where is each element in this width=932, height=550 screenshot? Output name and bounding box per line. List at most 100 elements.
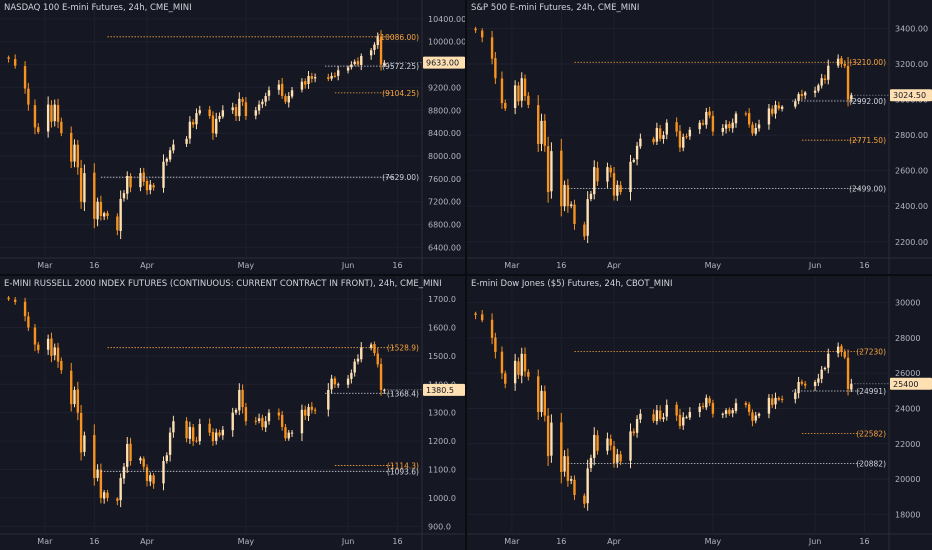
candle[interactable] — [596, 161, 599, 186]
candle[interactable] — [797, 92, 800, 105]
candle[interactable] — [513, 80, 517, 115]
candle[interactable] — [560, 138, 563, 217]
candle[interactable] — [780, 105, 784, 112]
candle[interactable] — [662, 413, 665, 422]
candle[interactable] — [596, 430, 599, 455]
candle[interactable] — [517, 357, 520, 379]
candle[interactable] — [513, 353, 517, 391]
candle[interactable] — [652, 409, 655, 423]
candle[interactable] — [767, 394, 771, 419]
candle[interactable] — [500, 346, 504, 380]
candle[interactable] — [527, 92, 530, 109]
candle[interactable] — [27, 82, 30, 111]
candle[interactable] — [280, 410, 284, 431]
candle[interactable] — [373, 341, 376, 356]
candle[interactable] — [231, 407, 234, 437]
candle[interactable] — [803, 381, 807, 389]
candle[interactable] — [546, 136, 550, 203]
candle[interactable] — [307, 71, 310, 89]
candle[interactable] — [606, 432, 609, 455]
candle[interactable] — [474, 26, 477, 34]
candle[interactable] — [139, 167, 142, 192]
candle[interactable] — [346, 375, 350, 389]
candle[interactable] — [744, 111, 748, 117]
candle[interactable] — [73, 386, 76, 408]
candle[interactable] — [662, 131, 665, 144]
candle[interactable] — [254, 416, 257, 425]
candle[interactable] — [122, 190, 126, 202]
nasdaq-panel[interactable]: 6400.00 6800.00 7200.00 7600.00 8000.00 8400.… — [0, 0, 465, 274]
candle[interactable] — [13, 296, 17, 305]
candle[interactable] — [333, 72, 337, 78]
candle[interactable] — [800, 379, 804, 386]
candle[interactable] — [688, 407, 692, 420]
candle[interactable] — [152, 183, 155, 191]
candle[interactable] — [616, 180, 619, 201]
candle[interactable] — [589, 454, 593, 472]
candle[interactable] — [93, 163, 96, 229]
candle[interactable] — [678, 408, 682, 430]
candle[interactable] — [83, 431, 86, 457]
candle[interactable] — [616, 448, 619, 468]
candle[interactable] — [500, 71, 504, 109]
candle[interactable] — [540, 385, 543, 417]
candle[interactable] — [757, 412, 761, 419]
candle[interactable] — [165, 452, 168, 464]
sp500-panel[interactable]: 2200.002400.002600.002800.003000.003200.… — [467, 0, 932, 274]
candle[interactable] — [172, 415, 175, 438]
candle[interactable] — [93, 424, 96, 486]
candle[interactable] — [682, 412, 685, 430]
candle[interactable] — [724, 408, 728, 418]
candle[interactable] — [820, 365, 823, 384]
candle[interactable] — [208, 105, 211, 119]
candle[interactable] — [102, 211, 106, 221]
candle[interactable] — [731, 408, 734, 418]
candle[interactable] — [836, 54, 840, 68]
candle[interactable] — [639, 409, 642, 424]
candle[interactable] — [234, 407, 238, 415]
candle[interactable] — [823, 366, 827, 371]
candle[interactable] — [734, 398, 738, 414]
candle[interactable] — [665, 119, 668, 140]
candle[interactable] — [37, 123, 40, 134]
candle[interactable] — [682, 133, 685, 152]
candle[interactable] — [609, 434, 612, 451]
candle[interactable] — [234, 103, 238, 122]
candle[interactable] — [215, 428, 218, 445]
candle[interactable] — [346, 65, 350, 74]
candle[interactable] — [261, 414, 264, 431]
candle[interactable] — [307, 403, 310, 421]
candle[interactable] — [162, 154, 165, 193]
candle[interactable] — [827, 348, 830, 374]
candle[interactable] — [290, 87, 294, 99]
candle[interactable] — [655, 404, 659, 425]
candle[interactable] — [639, 133, 642, 149]
candle[interactable] — [754, 123, 757, 136]
candle[interactable] — [612, 166, 616, 201]
candle[interactable] — [254, 106, 257, 120]
candle[interactable] — [79, 159, 83, 209]
candle[interactable] — [73, 139, 76, 168]
candle[interactable] — [304, 405, 307, 421]
candle[interactable] — [168, 147, 172, 163]
candle[interactable] — [188, 116, 192, 144]
candle[interactable] — [721, 412, 724, 419]
candle[interactable] — [211, 111, 215, 140]
candle[interactable] — [543, 385, 547, 422]
candle[interactable] — [280, 77, 284, 99]
candle[interactable] — [494, 51, 497, 84]
candle[interactable] — [152, 473, 155, 489]
candle[interactable] — [191, 423, 195, 446]
candle[interactable] — [277, 79, 281, 95]
candle[interactable] — [241, 384, 244, 414]
candle[interactable] — [50, 100, 53, 128]
candle[interactable] — [537, 95, 540, 152]
candle[interactable] — [139, 456, 142, 464]
candle[interactable] — [7, 55, 10, 63]
candle[interactable] — [751, 409, 754, 427]
candle[interactable] — [208, 418, 211, 436]
candle[interactable] — [215, 112, 218, 138]
candle[interactable] — [60, 117, 63, 137]
candle[interactable] — [353, 59, 356, 66]
candle[interactable] — [701, 119, 705, 126]
